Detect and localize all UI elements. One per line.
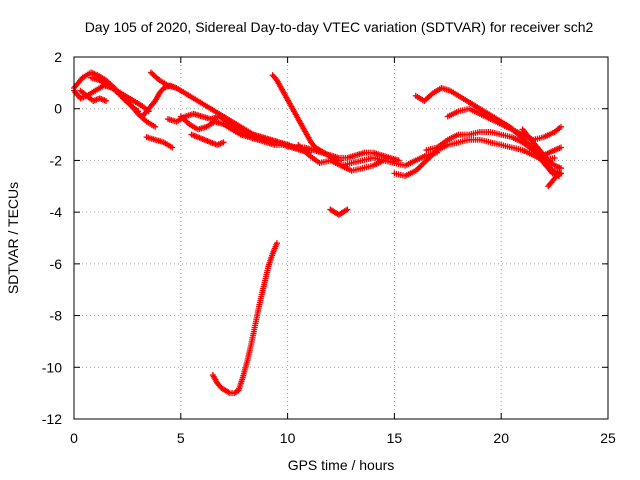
series-arc-3 bbox=[88, 74, 152, 115]
data-point bbox=[273, 240, 280, 247]
data-point bbox=[169, 144, 176, 151]
data-point bbox=[338, 157, 344, 164]
x-tick-label: 25 bbox=[600, 430, 616, 446]
x-tick-label: 10 bbox=[280, 430, 296, 446]
y-tick-label: -8 bbox=[50, 308, 63, 324]
data-point bbox=[380, 157, 387, 164]
data-point bbox=[558, 170, 565, 177]
series-arc-6 bbox=[147, 69, 308, 154]
y-tick-label: -4 bbox=[50, 204, 63, 220]
x-tick-label: 5 bbox=[177, 430, 185, 446]
x-tick-label: 15 bbox=[387, 430, 403, 446]
series-arc-15 bbox=[338, 157, 387, 174]
data-point bbox=[103, 97, 110, 104]
y-tick-label: -2 bbox=[50, 152, 63, 168]
series-arc-12 bbox=[209, 240, 280, 397]
data-point bbox=[558, 165, 565, 172]
plot-frame bbox=[73, 56, 609, 420]
grid-lines bbox=[74, 57, 608, 419]
y-tick-label: 2 bbox=[54, 49, 62, 65]
y-tick-label: -12 bbox=[42, 411, 62, 427]
data-point bbox=[558, 123, 565, 130]
data-point bbox=[344, 206, 351, 213]
data-point bbox=[152, 123, 159, 130]
series-arc-10 bbox=[188, 131, 227, 148]
y-tick-label: -6 bbox=[50, 256, 63, 272]
x-tick-label: 20 bbox=[493, 430, 509, 446]
data-point bbox=[220, 139, 227, 146]
data-series bbox=[71, 69, 565, 397]
x-axis-label: GPS time / hours bbox=[288, 457, 395, 473]
y-tick-label: 0 bbox=[54, 101, 62, 117]
y-axis-label: SDTVAR / TECUs bbox=[5, 182, 21, 294]
series-arc-21 bbox=[545, 170, 565, 190]
x-tick-label: 0 bbox=[70, 430, 78, 446]
chart-title: Day 105 of 2020, Sidereal Day-to-day VTE… bbox=[85, 19, 594, 35]
series-arc-22 bbox=[519, 126, 565, 172]
data-point bbox=[558, 144, 565, 151]
series-arc-9 bbox=[177, 113, 312, 156]
data-point bbox=[551, 154, 558, 161]
series-arc-4 bbox=[77, 87, 110, 104]
series-arc-19 bbox=[444, 105, 565, 143]
y-tick-label: -10 bbox=[42, 359, 62, 375]
series-arc-7 bbox=[143, 134, 176, 151]
series-arc-13 bbox=[327, 206, 351, 218]
